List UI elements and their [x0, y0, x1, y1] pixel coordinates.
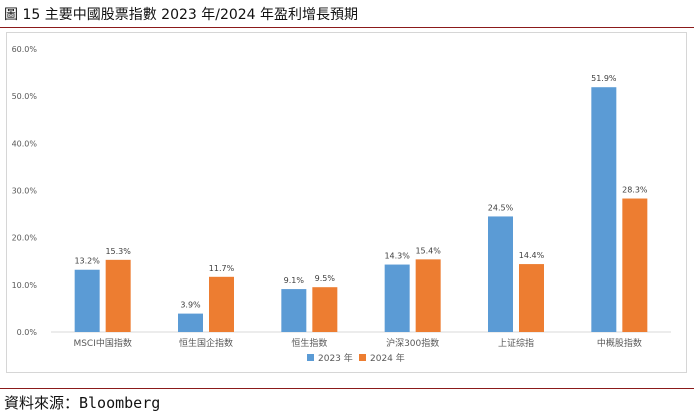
bar — [415, 259, 441, 332]
bar — [209, 276, 234, 332]
y-tick-label: 20.0% — [12, 234, 38, 243]
bar — [74, 269, 100, 332]
y-tick-label: 50.0% — [12, 92, 38, 101]
bar — [312, 287, 338, 332]
data-label: 51.9% — [591, 74, 617, 83]
legend-swatch — [307, 354, 314, 361]
x-tick-label: 恒生指数 — [291, 337, 327, 349]
source-rule — [0, 388, 694, 389]
data-label: 28.3% — [622, 186, 648, 195]
x-tick-label: MSCI中国指数 — [73, 337, 131, 349]
data-label: 13.2% — [74, 257, 100, 266]
data-label: 11.7% — [209, 264, 235, 273]
data-label: 24.5% — [488, 203, 514, 212]
bar — [488, 216, 513, 332]
x-tick-label: 上证综指 — [498, 337, 534, 349]
data-label: 14.4% — [519, 251, 545, 260]
source-note: 資料來源：Bloomberg — [4, 394, 161, 412]
bar — [281, 289, 307, 332]
x-tick-label: 恒生国企指数 — [179, 337, 233, 349]
bar — [105, 259, 131, 332]
chart-frame: 0.0% 10.0% 20.0% 30.0% 40.0% 50.0% 60.0% 13.2% 1… — [6, 32, 687, 373]
bar — [178, 313, 203, 332]
figure-title: 圖 15 主要中國股票指數 2023 年/2024 年盈利增長預期 — [4, 7, 359, 23]
title-rule — [0, 27, 694, 28]
data-label: 3.9% — [180, 301, 201, 310]
data-label: 15.4% — [415, 246, 441, 255]
x-tick-label: 沪深300指数 — [386, 337, 439, 349]
data-label: 9.1% — [284, 276, 305, 285]
legend-swatch — [359, 354, 366, 361]
bar — [591, 87, 617, 332]
y-tick-label: 0.0% — [17, 328, 38, 337]
y-tick-label: 10.0% — [12, 281, 38, 290]
y-tick-label: 60.0% — [12, 45, 38, 54]
y-tick-label: 40.0% — [12, 139, 38, 148]
legend-label: 2023 年 — [318, 352, 353, 364]
data-label: 15.3% — [105, 247, 131, 256]
y-tick-label: 30.0% — [12, 187, 38, 196]
bar-chart: 0.0% 10.0% 20.0% 30.0% 40.0% 50.0% 60.0% 13.2% 1… — [12, 45, 671, 364]
legend-label: 2024 年 — [370, 352, 405, 364]
bar — [384, 264, 410, 332]
bar — [622, 198, 648, 332]
data-label: 14.3% — [384, 252, 410, 261]
bar — [519, 264, 544, 332]
x-tick-label: 中概股指数 — [597, 337, 642, 349]
data-label: 9.5% — [315, 274, 336, 283]
